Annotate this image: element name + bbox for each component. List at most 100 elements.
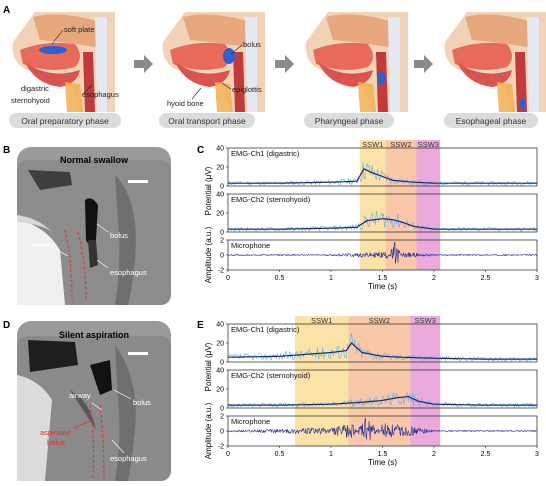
y-tick-label: 0 [220, 184, 224, 191]
phase-label: SSW2 [369, 316, 390, 325]
anatomy-labels: soft plate digastric sternohyoid esophag… [11, 25, 262, 108]
jaw-muscle [457, 62, 512, 87]
phase-label: SSW1 [362, 140, 383, 149]
arrow-icon [275, 55, 294, 73]
pharynx [83, 52, 95, 112]
nasal-cavity [465, 14, 534, 48]
label-soft-plate: soft plate [64, 25, 94, 34]
x-tick-label: 1 [329, 275, 333, 282]
y-tick-label: -2 [218, 444, 224, 451]
swallow-phase-illustrations [12, 12, 546, 112]
raw-emg-trace [227, 332, 538, 362]
series-label: Microphone [231, 241, 270, 250]
scale-bar [128, 180, 148, 183]
emg-envelope [228, 168, 537, 184]
y-tick-label: -2 [218, 268, 224, 275]
label-airway: airway [32, 240, 54, 249]
x-tick-label: 2.5 [481, 275, 491, 282]
y-tick-label: 40 [216, 368, 224, 375]
x-tick-label: 1.5 [378, 275, 388, 282]
phase-label: SSW1 [311, 316, 332, 325]
tongue [313, 42, 373, 70]
x-tick-label: 2 [432, 451, 436, 458]
larynx [65, 82, 83, 112]
tongue [170, 42, 230, 70]
label-esophagus: esophagus [110, 268, 147, 277]
series-label: EMG-Ch2 (sternohyoid) [231, 371, 311, 380]
panel-label-b: B [3, 145, 10, 156]
x-tick-label: 3 [535, 451, 539, 458]
series-label: EMG-Ch2 (sternohyoid) [231, 195, 311, 204]
series-label: EMG-Ch1 (digastric) [231, 149, 300, 158]
spine [245, 17, 257, 112]
arrow-icon [134, 55, 153, 73]
phase-label: SSW2 [390, 140, 411, 149]
larynx [497, 82, 515, 112]
label-hyoid-bone: hyoid bone [167, 99, 204, 108]
pharynx [233, 52, 245, 112]
panel-label-e: E [197, 320, 204, 331]
y-tick-label: 20 [216, 341, 224, 348]
phase-region [410, 316, 441, 446]
nasal-cavity [33, 14, 102, 48]
y-axis-label: Potential (μV) [204, 166, 213, 215]
scale-bar [128, 352, 148, 355]
microphone-trace [227, 417, 537, 441]
series-label: Microphone [231, 417, 270, 426]
phase-label: Pharyngeal phase [315, 116, 384, 126]
head-illustration [12, 12, 115, 112]
y-tick-label: 0 [220, 429, 224, 436]
x-tick-label: 2.5 [481, 451, 491, 458]
label-esophagus: esophagus [110, 454, 147, 463]
phase-region [385, 140, 417, 270]
x-tick-label: 0 [226, 275, 230, 282]
phase-label: SSW3 [415, 316, 436, 325]
phase-label: Oral preparatory phase [21, 116, 109, 126]
bolus [520, 98, 526, 110]
series-label: EMG-Ch1 (digastric) [231, 325, 300, 334]
phase-region [359, 140, 386, 270]
y-tick-label: 40 [216, 192, 224, 199]
microphone-trace [227, 241, 537, 264]
bolus [377, 71, 385, 85]
head-illustration [444, 12, 546, 112]
emg-envelope [227, 342, 537, 360]
y-tick-label: 20 [216, 211, 224, 218]
jaw-muscle [318, 62, 373, 87]
label-bolus: bolus [243, 40, 261, 49]
emg-envelope [228, 395, 537, 406]
x-tick-label: 0.5 [275, 451, 285, 458]
y-tick-label: 0 [220, 360, 224, 367]
fluoroscopy-aspiration: Silent aspiration airway bolus aspirated… [17, 321, 171, 481]
y-axis-label: Potential (μV) [204, 342, 213, 391]
phase-label: Esophageal phase [456, 116, 527, 126]
y-tick-label: 40 [216, 146, 224, 153]
phase-region [416, 140, 441, 270]
label-aspirated: aspirated [40, 428, 71, 437]
spine [95, 17, 107, 112]
x-tick-label: 2 [432, 275, 436, 282]
fluoro-title: Silent aspiration [59, 330, 129, 340]
y-tick-label: 2 [220, 414, 224, 421]
pharynx [515, 52, 527, 112]
label-bolus: bolus [110, 231, 128, 240]
emg-envelope [228, 218, 537, 230]
label-digastric: digastric [21, 84, 49, 93]
tongue [452, 42, 512, 70]
label-airway: airway [69, 391, 91, 400]
nasal-cavity [183, 14, 252, 48]
label-esophagus: esophagus [82, 90, 119, 99]
y-tick-label: 0 [220, 253, 224, 260]
spine [388, 17, 400, 112]
x-tick-label: 1 [329, 451, 333, 458]
bolus [223, 48, 235, 64]
phase-region [294, 316, 349, 446]
y-axis-label: Amplitude (a.u.) [204, 402, 213, 459]
larynx [358, 82, 376, 112]
fluoro-title: Normal swallow [60, 155, 129, 165]
fluoroscopy-normal: Normal swallow airway bolus esophagus [17, 147, 171, 305]
phase-boxes: Oral preparatory phase Oral transport ph… [9, 113, 538, 128]
nasal-cavity [326, 14, 395, 48]
panel-label-d: D [3, 320, 10, 331]
